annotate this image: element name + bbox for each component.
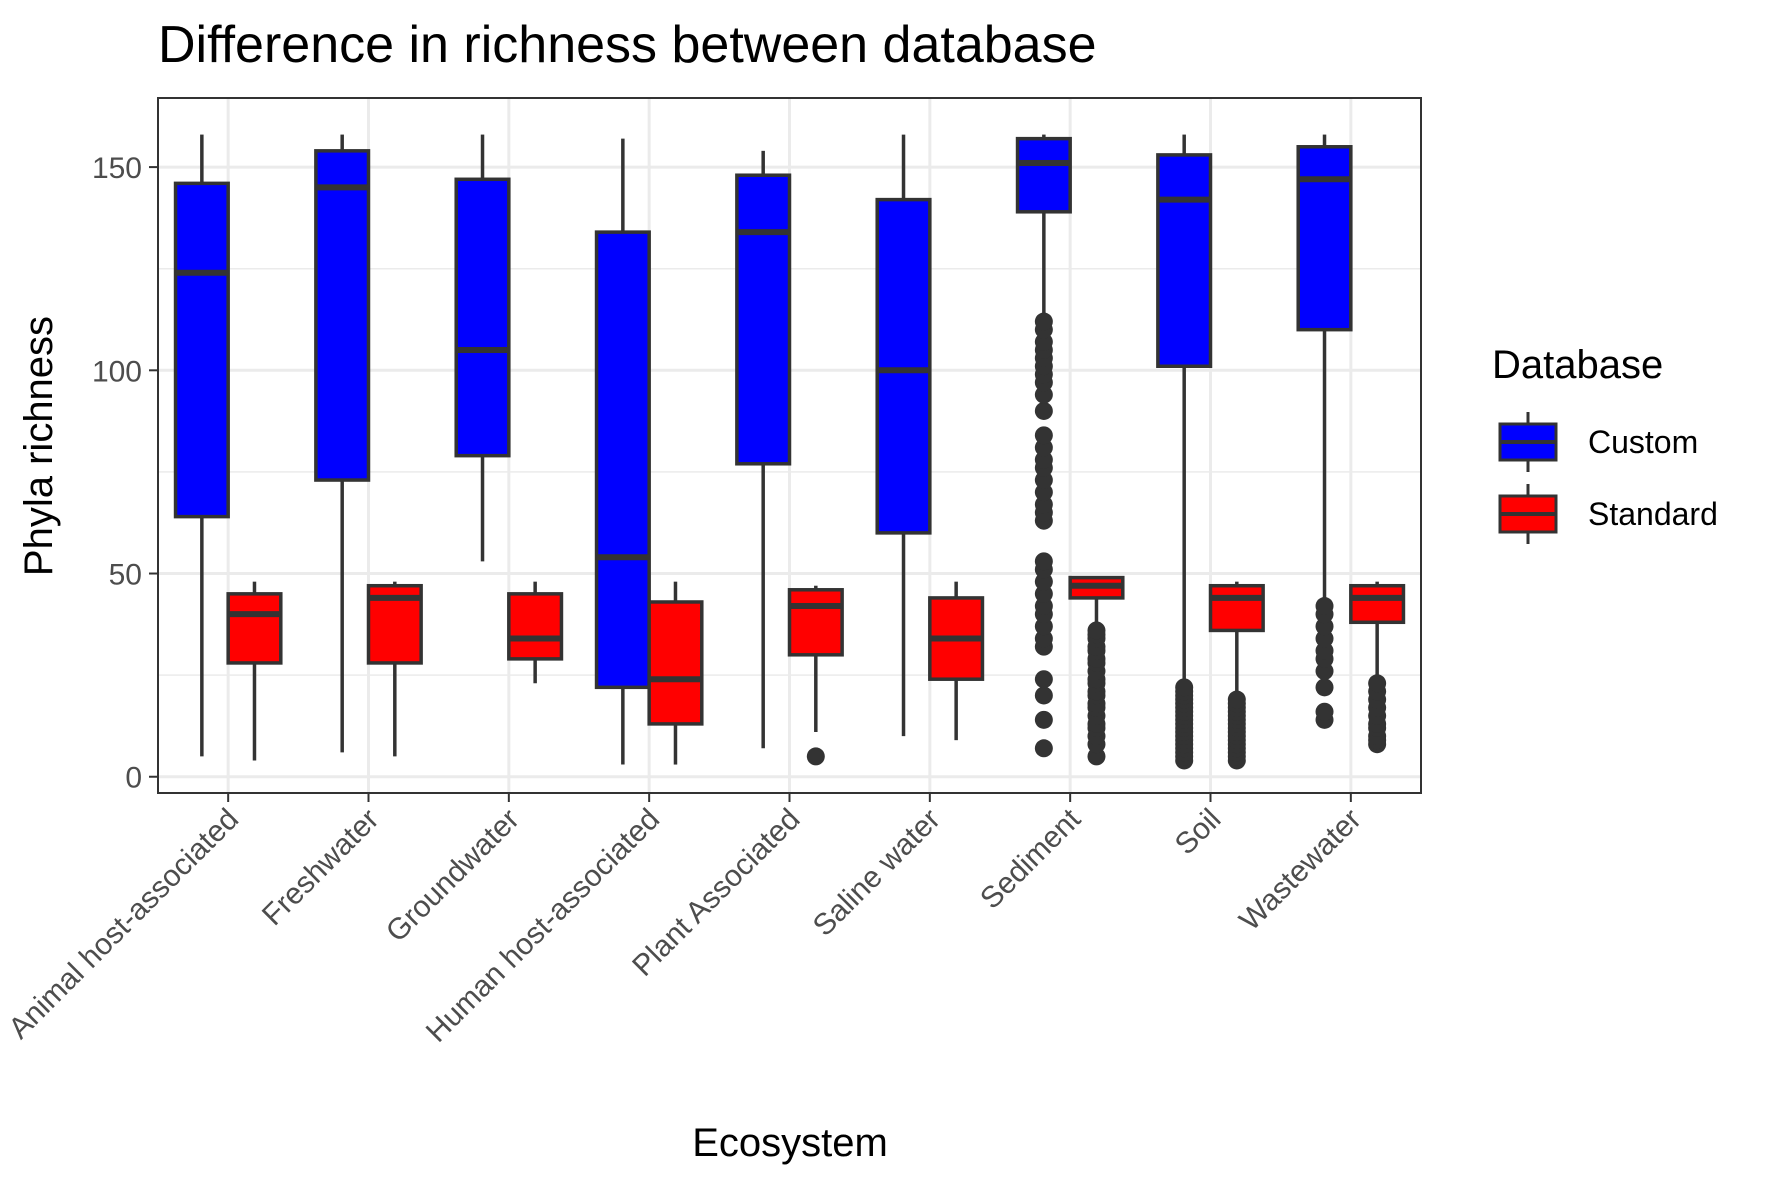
outlier-point [1034, 312, 1053, 331]
box-iqr [1208, 583, 1265, 633]
box-standard-5 [928, 581, 985, 741]
outlier-point [1175, 678, 1194, 697]
legend-label: Standard [1588, 496, 1718, 532]
box-standard-4 [787, 585, 844, 766]
box-custom-4 [735, 150, 792, 749]
box-iqr [314, 149, 371, 482]
x-axis-title: Ecosystem [692, 1121, 888, 1165]
x-tick-label: Animal host-associated [2, 803, 245, 1046]
box-custom-5 [875, 134, 932, 737]
box-iqr [1296, 145, 1353, 332]
outlier-point [1227, 690, 1246, 709]
box-standard-1 [366, 581, 423, 757]
x-tick-label: Human host-associated [420, 803, 666, 1049]
box-iqr [647, 600, 704, 726]
box-iqr [594, 230, 651, 690]
box-iqr [735, 173, 792, 466]
box-iqr [1156, 153, 1213, 368]
x-tick-label: Wastewater [1233, 803, 1368, 938]
box-standard-6 [1068, 575, 1125, 766]
outlier-point [1315, 597, 1334, 616]
legend-item-custom: Custom [1498, 412, 1698, 472]
box-custom-6 [1015, 134, 1072, 758]
y-tick-label: 50 [109, 559, 142, 592]
outlier-point [1034, 739, 1053, 758]
box-iqr [875, 197, 932, 535]
box-custom-1 [314, 134, 371, 753]
box-standard-0 [226, 581, 283, 761]
box-standard-8 [1349, 581, 1406, 754]
legend-label: Custom [1588, 424, 1698, 460]
box-iqr [226, 592, 283, 665]
box-standard-7 [1208, 581, 1265, 770]
y-tick-label: 100 [92, 355, 142, 388]
outlier-point [1034, 401, 1053, 420]
legend-title: Database [1492, 343, 1663, 387]
box-iqr [1015, 136, 1072, 214]
box-custom-3 [594, 138, 651, 765]
box-custom-7 [1156, 134, 1213, 770]
x-tick-label: Freshwater [256, 803, 385, 932]
outlier-point [1315, 702, 1334, 721]
legend: Database Custom Standard [1492, 343, 1718, 544]
box-custom-2 [454, 134, 511, 562]
outlier-point [1087, 621, 1106, 640]
box-series [173, 134, 1406, 770]
x-tick-label: Groundwater [380, 803, 526, 949]
outlier-point [806, 747, 825, 766]
outlier-point [1034, 552, 1053, 571]
outlier-point [1315, 678, 1334, 697]
x-tick-label: Sediment [974, 802, 1087, 915]
legend-item-standard: Standard [1498, 484, 1718, 544]
chart-title: Difference in richness between database [158, 16, 1097, 74]
outlier-point [1034, 670, 1053, 689]
x-tick-label: Soil [1169, 803, 1228, 862]
box-iqr [787, 588, 844, 657]
box-standard-2 [507, 581, 564, 684]
box-custom-0 [173, 134, 230, 757]
outlier-point [1034, 686, 1053, 705]
box-iqr [507, 592, 564, 661]
y-axis-title: Phyla richness [17, 316, 61, 576]
y-tick-label: 150 [92, 152, 142, 185]
box-iqr [454, 177, 511, 458]
box-iqr [1349, 583, 1406, 625]
outlier-point [1368, 674, 1387, 693]
box-custom-8 [1296, 134, 1353, 729]
x-tick-label: Saline water [807, 803, 947, 943]
box-standard-3 [647, 581, 704, 765]
y-tick-label: 0 [125, 762, 142, 795]
outlier-point [1034, 710, 1053, 729]
outlier-point [1034, 426, 1053, 445]
box-iqr [173, 181, 230, 519]
